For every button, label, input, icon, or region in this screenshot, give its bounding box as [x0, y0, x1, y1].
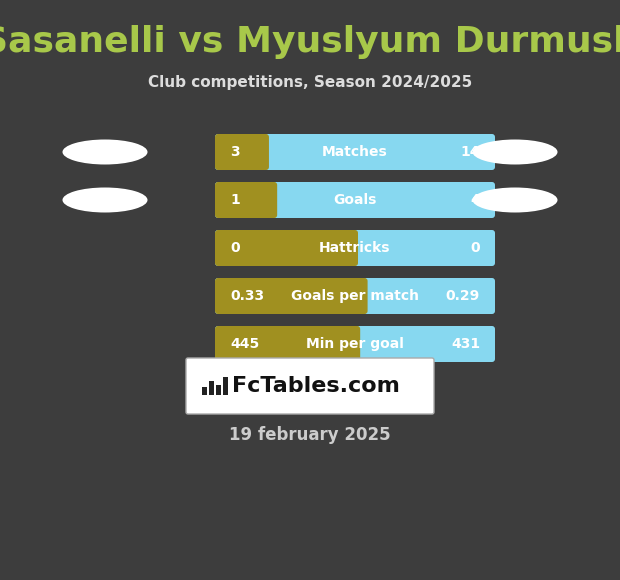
- FancyBboxPatch shape: [215, 182, 277, 218]
- Text: 1: 1: [230, 193, 240, 207]
- Text: 0: 0: [230, 241, 239, 255]
- Text: 3: 3: [230, 145, 239, 159]
- FancyBboxPatch shape: [215, 278, 495, 314]
- Text: Min per goal: Min per goal: [306, 337, 404, 351]
- FancyBboxPatch shape: [215, 134, 495, 170]
- FancyBboxPatch shape: [215, 326, 495, 362]
- FancyBboxPatch shape: [215, 278, 368, 314]
- Text: 14: 14: [461, 145, 480, 159]
- Text: 431: 431: [451, 337, 480, 351]
- Bar: [202, 387, 207, 395]
- Text: 4: 4: [470, 193, 480, 207]
- Text: Matches: Matches: [322, 145, 388, 159]
- Bar: [216, 385, 221, 395]
- Text: 0: 0: [471, 241, 480, 255]
- Text: Goals: Goals: [334, 193, 377, 207]
- FancyBboxPatch shape: [215, 182, 495, 218]
- Bar: [209, 381, 214, 395]
- Text: FcTables.com: FcTables.com: [232, 376, 400, 396]
- Ellipse shape: [63, 187, 148, 212]
- FancyBboxPatch shape: [215, 326, 360, 362]
- FancyBboxPatch shape: [215, 230, 495, 266]
- Ellipse shape: [63, 140, 148, 165]
- Text: Hattricks: Hattricks: [319, 241, 391, 255]
- Ellipse shape: [472, 187, 557, 212]
- Text: 445: 445: [230, 337, 259, 351]
- Ellipse shape: [472, 140, 557, 165]
- Text: 0.29: 0.29: [446, 289, 480, 303]
- FancyBboxPatch shape: [215, 134, 269, 170]
- Text: Goals per match: Goals per match: [291, 289, 419, 303]
- FancyBboxPatch shape: [215, 230, 358, 266]
- Text: 0.33: 0.33: [230, 289, 264, 303]
- Bar: [223, 377, 228, 395]
- Text: Sasanelli vs Myuslyum Durmush: Sasanelli vs Myuslyum Durmush: [0, 25, 620, 59]
- Text: 19 february 2025: 19 february 2025: [229, 426, 391, 444]
- Text: Club competitions, Season 2024/2025: Club competitions, Season 2024/2025: [148, 74, 472, 89]
- FancyBboxPatch shape: [186, 358, 434, 414]
